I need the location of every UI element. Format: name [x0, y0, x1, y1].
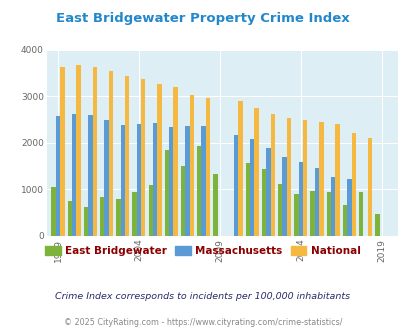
Bar	[374, 214, 379, 236]
Bar	[201, 126, 205, 236]
Bar	[326, 192, 330, 236]
Bar	[351, 133, 355, 236]
Bar	[302, 120, 307, 236]
Bar	[68, 201, 72, 236]
Bar	[153, 123, 157, 236]
Bar	[249, 140, 254, 236]
Bar	[233, 135, 238, 236]
Bar	[189, 95, 194, 236]
Bar	[310, 191, 314, 236]
Bar	[56, 116, 60, 236]
Bar	[367, 138, 371, 236]
Bar	[213, 175, 217, 236]
Bar	[270, 114, 274, 236]
Text: © 2025 CityRating.com - https://www.cityrating.com/crime-statistics/: © 2025 CityRating.com - https://www.city…	[64, 318, 341, 327]
Bar	[125, 76, 129, 236]
Bar	[261, 169, 266, 236]
Bar	[100, 197, 104, 236]
Bar	[141, 79, 145, 236]
Bar	[136, 124, 141, 236]
Bar	[116, 199, 120, 236]
Bar	[314, 168, 318, 236]
Bar	[298, 162, 302, 236]
Bar	[173, 87, 177, 236]
Bar	[282, 157, 286, 236]
Bar	[286, 118, 290, 236]
Bar	[51, 187, 56, 236]
Text: East Bridgewater Property Crime Index: East Bridgewater Property Crime Index	[56, 12, 349, 24]
Bar	[72, 114, 76, 236]
Text: Crime Index corresponds to incidents per 100,000 inhabitants: Crime Index corresponds to incidents per…	[55, 292, 350, 301]
Bar	[342, 205, 346, 236]
Bar	[335, 124, 339, 236]
Bar	[238, 101, 242, 236]
Bar	[197, 147, 201, 236]
Bar	[76, 65, 81, 236]
Bar	[181, 167, 185, 236]
Bar	[132, 192, 136, 236]
Bar	[277, 184, 282, 236]
Bar	[104, 120, 109, 236]
Bar	[294, 194, 298, 236]
Bar	[254, 108, 258, 236]
Bar	[60, 67, 64, 236]
Bar	[148, 185, 153, 236]
Bar	[318, 122, 323, 236]
Bar	[205, 98, 210, 236]
Bar	[92, 67, 97, 236]
Bar	[109, 71, 113, 236]
Bar	[185, 126, 189, 236]
Bar	[120, 125, 125, 236]
Bar	[330, 177, 335, 236]
Bar	[88, 115, 92, 236]
Bar	[266, 148, 270, 236]
Bar	[157, 84, 161, 236]
Bar	[358, 192, 362, 236]
Bar	[83, 207, 88, 236]
Bar	[169, 127, 173, 236]
Legend: East Bridgewater, Massachusetts, National: East Bridgewater, Massachusetts, Nationa…	[41, 242, 364, 260]
Bar	[164, 150, 169, 236]
Bar	[346, 179, 351, 236]
Bar	[245, 163, 249, 236]
